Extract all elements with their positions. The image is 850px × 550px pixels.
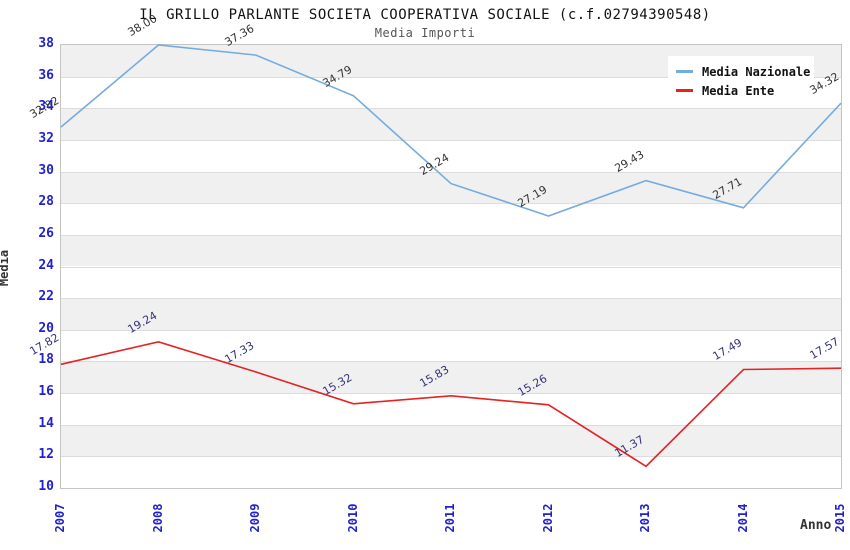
chart-subtitle: Media Importi [374,26,476,40]
legend-swatch-blue [676,70,693,73]
legend-label: Media Ente [702,83,775,98]
y-tick-label: 38 [38,36,54,51]
y-tick-label: 12 [38,447,54,463]
grid-band [61,234,841,267]
grid-band [61,329,841,362]
x-axis-title: Anno [800,518,832,533]
y-tick-label: 18 [38,352,54,368]
x-tick-label: 2007 [53,503,67,533]
grid-band [61,393,841,425]
grid-band [61,298,841,330]
grid-band [61,266,841,299]
x-tick-label: 2013 [638,503,652,533]
x-tick-label: 2009 [248,503,262,533]
y-tick-label: 34 [38,99,54,115]
grid-band [61,361,841,394]
y-tick-label: 10 [38,479,54,494]
y-tick-label: 14 [38,415,54,431]
x-tick-label: 2008 [150,503,165,533]
legend: Media Nazionale Media Ente [668,56,814,104]
y-tick-label: 20 [38,320,54,336]
y-tick-label: 36 [38,67,54,83]
legend-item-media-ente: Media Ente [676,81,810,100]
x-tick-label: 2014 [735,503,750,533]
legend-item-media-nazionale: Media Nazionale [676,62,810,81]
series-line-media-nazionale [60,44,842,217]
legend-swatch-red [676,89,693,92]
grid-band [61,203,841,235]
grid-band [61,456,841,488]
grid-band [61,139,841,172]
x-tick-label: 2011 [443,503,457,533]
plot-area [60,44,842,489]
y-tick-label: 30 [38,162,54,178]
data-point-label: 32.82 [27,93,62,121]
x-tick-label: 2012 [540,503,555,533]
series-line-media-ente [60,340,842,468]
y-tick-label: 26 [38,225,54,241]
x-tick-label: 2015 [833,503,847,533]
y-axis-title: Media [0,249,11,287]
y-tick-label: 16 [38,384,54,400]
grid-band [61,424,841,457]
y-tick-label: 28 [38,194,54,210]
series-lines [60,44,842,468]
x-tick-label: 2010 [345,503,360,533]
grid-band [61,108,841,140]
chart-title: IL GRILLO PARLANTE SOCIETA COOPERATIVA S… [139,7,711,23]
y-tick-label: 24 [38,257,54,273]
legend-label: Media Nazionale [702,64,811,79]
y-tick-label: 22 [38,289,54,305]
y-tick-label: 32 [38,130,54,146]
